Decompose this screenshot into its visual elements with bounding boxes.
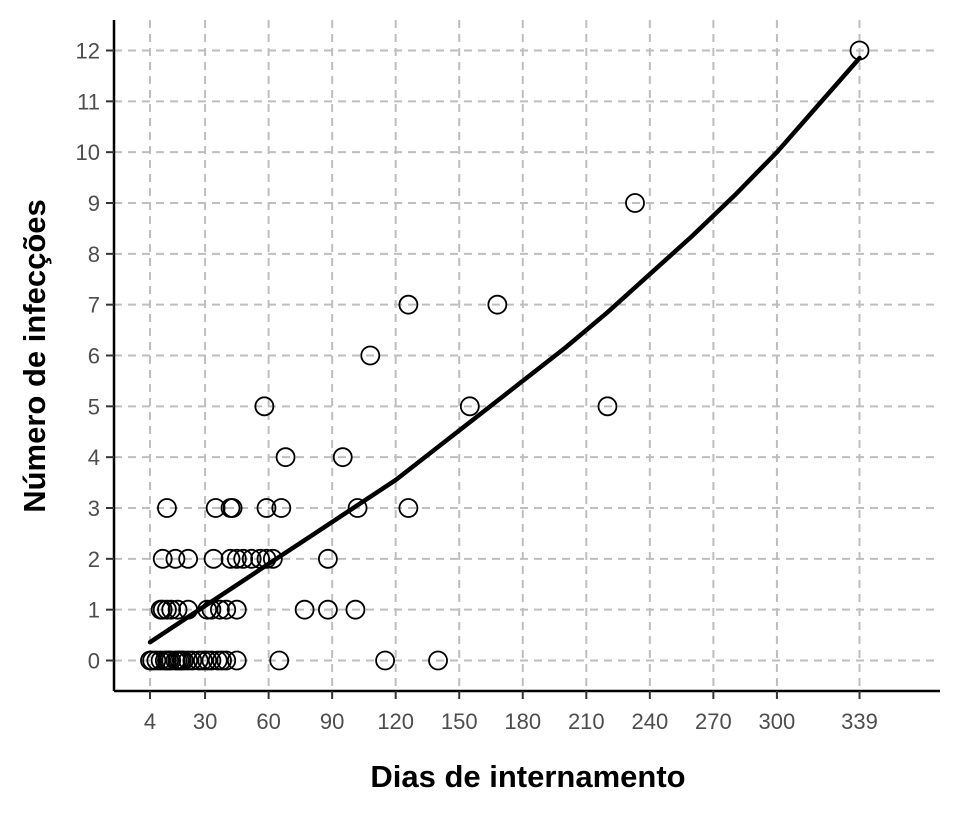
- x-axis-title: Dias de internamento: [370, 759, 685, 794]
- data-point: [318, 599, 338, 620]
- data-point: [197, 599, 218, 620]
- data-point: [178, 650, 199, 671]
- y-axis-title: Número de infecções: [17, 199, 52, 513]
- data-point: [197, 650, 218, 671]
- data-point: [201, 650, 222, 671]
- data-point: [233, 548, 254, 569]
- x-tick-label: 4: [144, 709, 156, 734]
- data-point: [241, 548, 262, 569]
- data-point: [275, 447, 296, 468]
- data-point: [271, 498, 292, 518]
- y-tick-label: 8: [88, 242, 100, 267]
- x-tick-label: 120: [377, 709, 414, 734]
- data-point: [167, 599, 188, 620]
- data-point: [256, 548, 277, 569]
- y-tick-label: 6: [88, 344, 100, 369]
- data-point: [142, 650, 163, 671]
- y-tick-label: 10: [76, 140, 100, 165]
- x-tick-label: 180: [504, 709, 541, 734]
- data-point: [165, 548, 186, 569]
- x-tick-label: 240: [631, 709, 668, 734]
- data-point: [173, 650, 194, 671]
- data-point: [220, 548, 241, 569]
- x-tick-label: 210: [568, 709, 605, 734]
- data-point: [226, 548, 247, 569]
- x-tick-label: 339: [841, 709, 878, 734]
- y-tick-label: 7: [88, 293, 100, 318]
- data-point: [318, 548, 338, 569]
- data-point: [226, 650, 247, 671]
- data-point: [152, 599, 173, 620]
- data-points: [140, 40, 870, 671]
- data-point: [222, 498, 243, 518]
- y-tick-label: 3: [88, 496, 100, 521]
- data-point: [250, 548, 271, 569]
- data-point: [398, 294, 419, 315]
- y-tick-label: 0: [88, 649, 100, 674]
- data-point: [216, 650, 237, 671]
- data-point: [182, 650, 203, 671]
- x-tick-label: 270: [695, 709, 732, 734]
- x-tick-label: 30: [193, 709, 217, 734]
- data-point: [161, 599, 182, 620]
- data-point: [212, 650, 232, 671]
- axes: [106, 20, 940, 699]
- data-point: [597, 396, 618, 417]
- data-point: [209, 599, 230, 620]
- x-tick-label: 300: [759, 709, 796, 734]
- data-point: [157, 599, 177, 620]
- data-point: [146, 650, 167, 671]
- data-point: [360, 345, 381, 366]
- data-point: [152, 548, 173, 569]
- y-tick-label: 2: [88, 547, 100, 572]
- y-tick-label: 12: [76, 39, 100, 64]
- data-point: [332, 447, 353, 468]
- data-point: [188, 650, 209, 671]
- data-point: [226, 599, 247, 620]
- data-point: [207, 650, 228, 671]
- fit-line: [147, 55, 862, 645]
- x-tick-label: 150: [441, 709, 478, 734]
- data-point: [161, 650, 182, 671]
- data-point: [193, 650, 213, 671]
- y-tick-label: 9: [88, 191, 100, 216]
- fit-line-group: [147, 55, 862, 645]
- y-tick-label: 1: [88, 598, 100, 623]
- data-point: [398, 498, 419, 518]
- data-point: [216, 599, 237, 620]
- data-point: [625, 193, 645, 213]
- data-point: [262, 548, 283, 569]
- data-point: [269, 650, 290, 671]
- data-point: [347, 498, 368, 518]
- y-tick-label: 5: [88, 394, 100, 419]
- data-point: [254, 396, 275, 417]
- data-point: [205, 498, 226, 518]
- data-point: [201, 599, 222, 620]
- data-point: [375, 650, 395, 671]
- data-point: [256, 498, 277, 518]
- data-point: [178, 548, 199, 569]
- data-point: [487, 294, 508, 315]
- data-point: [849, 40, 870, 61]
- data-point: [178, 599, 199, 620]
- data-point: [150, 650, 171, 671]
- x-tick-label: 90: [320, 709, 344, 734]
- data-point: [294, 599, 315, 620]
- data-point: [157, 498, 177, 518]
- data-point: [428, 650, 448, 671]
- data-point: [459, 396, 480, 417]
- x-tick-label: 60: [256, 709, 280, 734]
- grid-lines: [114, 20, 940, 691]
- data-point: [345, 599, 366, 620]
- y-tick-label: 4: [88, 445, 100, 470]
- y-tick-label: 11: [77, 89, 100, 114]
- data-point: [203, 548, 224, 569]
